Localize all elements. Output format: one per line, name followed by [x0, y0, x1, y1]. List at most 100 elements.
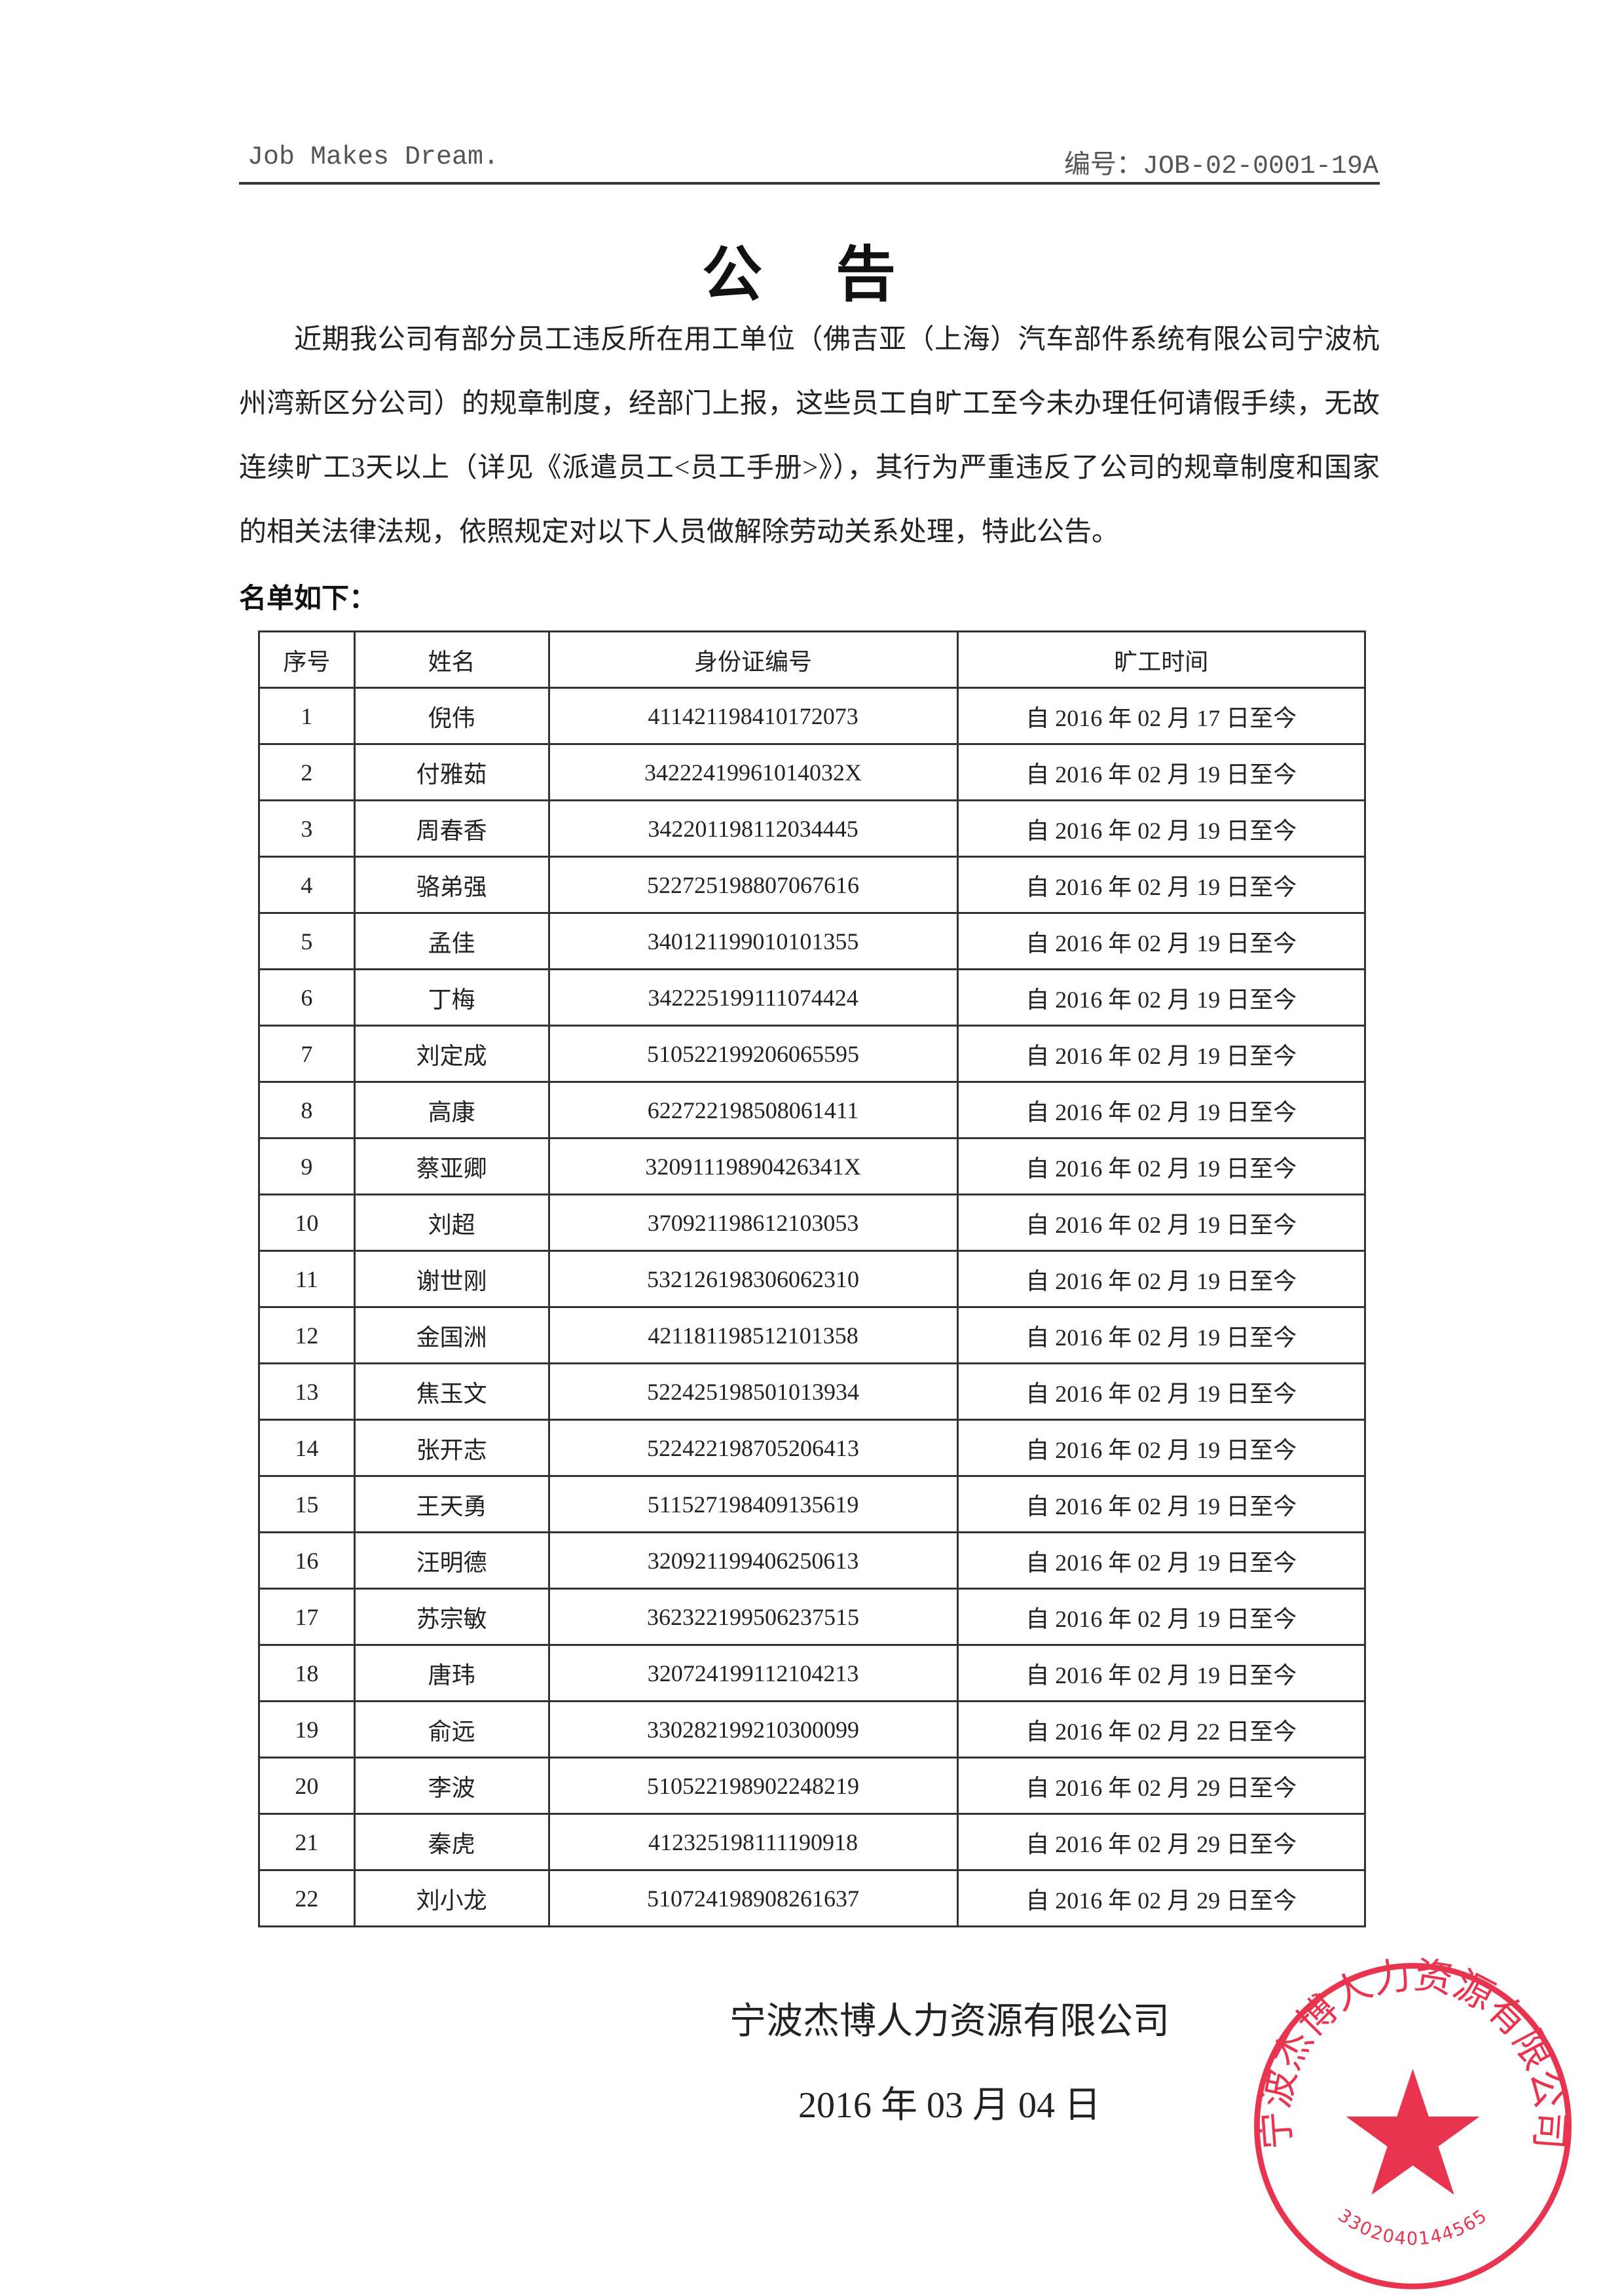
id-number: 342201198112034445 — [547, 799, 959, 858]
row-number: 5 — [258, 912, 356, 970]
absence-period: 自 2016 年 02 月 19 日至今 — [956, 912, 1367, 970]
id-number: 411421198410172073 — [547, 687, 959, 745]
table-row: 7 刘定成 510522199206065595 自 2016 年 02 月 19 日… — [258, 1025, 1367, 1083]
absence-period: 自 2016 年 02 月 19 日至今 — [956, 1362, 1367, 1421]
document-number: 编号：JOB-02-0001-19A — [1063, 152, 1378, 181]
absence-period: 自 2016 年 02 月 19 日至今 — [956, 799, 1367, 858]
id-number: 532126198306062310 — [547, 1250, 959, 1308]
absence-period: 自 2016 年 02 月 19 日至今 — [956, 1588, 1367, 1646]
employee-name: 刘超 — [353, 1194, 550, 1252]
row-number: 13 — [258, 1362, 356, 1421]
column-header: 姓名 — [353, 630, 550, 689]
absence-period: 自 2016 年 02 月 29 日至今 — [956, 1813, 1367, 1871]
row-number: 7 — [258, 1025, 356, 1083]
absence-period: 自 2016 年 02 月 29 日至今 — [956, 1869, 1367, 1927]
employee-name: 焦玉文 — [353, 1362, 550, 1421]
row-number: 20 — [258, 1757, 356, 1815]
id-number: 511527198409135619 — [547, 1475, 959, 1533]
table-row: 17 苏宗敏 362322199506237515 自 2016 年 02 月 19 … — [258, 1588, 1367, 1646]
absence-period: 自 2016 年 02 月 19 日至今 — [956, 1137, 1367, 1195]
table-row: 14 张开志 522422198705206413 自 2016 年 02 月 19 … — [258, 1419, 1367, 1477]
id-number: 522425198501013934 — [547, 1362, 959, 1421]
row-number: 11 — [258, 1250, 356, 1308]
seal-number: 3302040144565 — [1334, 2206, 1491, 2250]
announcement-body: 近期我公司有部分员工违反所在用工单位（佛吉亚（上海）汽车部件系统有限公司宁波杭州… — [239, 325, 1380, 547]
row-number: 4 — [258, 856, 356, 914]
signature-company: 宁波杰博人力资源有限公司 — [729, 2001, 1170, 2042]
id-number: 412325198111190918 — [547, 1813, 959, 1871]
absence-period: 自 2016 年 02 月 19 日至今 — [956, 1419, 1367, 1477]
absence-period: 自 2016 年 02 月 19 日至今 — [956, 1194, 1367, 1252]
row-number: 14 — [258, 1419, 356, 1477]
table-row: 22 刘小龙 510724198908261637 自 2016 年 02 月 29 … — [258, 1869, 1367, 1927]
row-number: 8 — [258, 1081, 356, 1139]
table-row: 16 汪明德 320921199406250613 自 2016 年 02 月 19 … — [258, 1531, 1367, 1590]
absence-period: 自 2016 年 02 月 17 日至今 — [956, 687, 1367, 745]
signature-date: 2016 年 03 月 04 日 — [798, 2085, 1101, 2126]
employee-name: 蔡亚卿 — [353, 1137, 550, 1195]
id-number: 510724198908261637 — [547, 1869, 959, 1927]
table-row: 9 蔡亚卿 32091119890426341X 自 2016 年 02 月 19 日… — [258, 1137, 1367, 1195]
employee-name: 李波 — [353, 1757, 550, 1815]
id-number: 342225199111074424 — [547, 968, 959, 1027]
row-number: 15 — [258, 1475, 356, 1533]
row-number: 6 — [258, 968, 356, 1027]
header-slogan: Job Makes Dream. — [248, 143, 500, 172]
table-row: 3 周春香 342201198112034445 自 2016 年 02 月 19 日… — [258, 799, 1367, 858]
employee-name: 刘定成 — [353, 1025, 550, 1083]
column-header: 序号 — [258, 630, 356, 689]
employee-name: 谢世刚 — [353, 1250, 550, 1308]
id-number: 32091119890426341X — [547, 1137, 959, 1195]
company-seal: 宁波杰博人力资源有限公司 3302040144565 — [1253, 1958, 1573, 2289]
employee-name: 孟佳 — [353, 912, 550, 970]
id-number: 622722198508061411 — [547, 1081, 959, 1139]
id-number: 370921198612103053 — [547, 1194, 959, 1252]
id-number: 522422198705206413 — [547, 1419, 959, 1477]
column-header: 身份证编号 — [547, 630, 959, 689]
star-icon — [1346, 2069, 1480, 2195]
id-number: 362322199506237515 — [547, 1588, 959, 1646]
employee-name: 金国洲 — [353, 1306, 550, 1364]
table-row: 1 倪伟 411421198410172073 自 2016 年 02 月 17 日至… — [258, 687, 1367, 745]
id-number: 421181198512101358 — [547, 1306, 959, 1364]
employee-name: 骆弟强 — [353, 856, 550, 914]
row-number: 2 — [258, 743, 356, 801]
id-number: 34222419961014032X — [547, 743, 959, 801]
table-row: 5 孟佳 340121199010101355 自 2016 年 02 月 19 日至… — [258, 912, 1367, 970]
employee-name: 倪伟 — [353, 687, 550, 745]
table-row: 12 金国洲 421181198512101358 自 2016 年 02 月 19 … — [258, 1306, 1367, 1364]
row-number: 18 — [258, 1644, 356, 1702]
absence-period: 自 2016 年 02 月 19 日至今 — [956, 1081, 1367, 1139]
employee-name: 秦虎 — [353, 1813, 550, 1871]
table-row: 4 骆弟强 522725198807067616 自 2016 年 02 月 19 日… — [258, 856, 1367, 914]
absence-period: 自 2016 年 02 月 19 日至今 — [956, 1475, 1367, 1533]
employee-name: 高康 — [353, 1081, 550, 1139]
id-number: 510522199206065595 — [547, 1025, 959, 1083]
employee-name: 周春香 — [353, 799, 550, 858]
employee-name: 付雅茹 — [353, 743, 550, 801]
absence-period: 自 2016 年 02 月 19 日至今 — [956, 1250, 1367, 1308]
page-title: 公 告 — [701, 240, 923, 310]
header-divider — [239, 182, 1380, 185]
seal-ring — [1254, 1963, 1572, 2289]
absence-period: 自 2016 年 02 月 19 日至今 — [956, 1644, 1367, 1702]
table-row: 15 王天勇 511527198409135619 自 2016 年 02 月 19 … — [258, 1475, 1367, 1533]
table-row: 10 刘超 370921198612103053 自 2016 年 02 月 19 日… — [258, 1194, 1367, 1252]
row-number: 1 — [258, 687, 356, 745]
absence-period: 自 2016 年 02 月 19 日至今 — [956, 968, 1367, 1027]
row-number: 22 — [258, 1869, 356, 1927]
employee-name: 汪明德 — [353, 1531, 550, 1590]
id-number: 340121199010101355 — [547, 912, 959, 970]
table-row: 2 付雅茹 34222419961014032X 自 2016 年 02 月 19 日… — [258, 743, 1367, 801]
row-number: 9 — [258, 1137, 356, 1195]
employee-name: 唐玮 — [353, 1644, 550, 1702]
id-number: 330282199210300099 — [547, 1700, 959, 1758]
row-number: 21 — [258, 1813, 356, 1871]
absence-period: 自 2016 年 02 月 29 日至今 — [956, 1757, 1367, 1815]
row-number: 12 — [258, 1306, 356, 1364]
employee-name: 王天勇 — [353, 1475, 550, 1533]
employee-name: 苏宗敏 — [353, 1588, 550, 1646]
employee-name: 丁梅 — [353, 968, 550, 1027]
table-row: 11 谢世刚 532126198306062310 自 2016 年 02 月 19 … — [258, 1250, 1367, 1308]
employee-name: 刘小龙 — [353, 1869, 550, 1927]
